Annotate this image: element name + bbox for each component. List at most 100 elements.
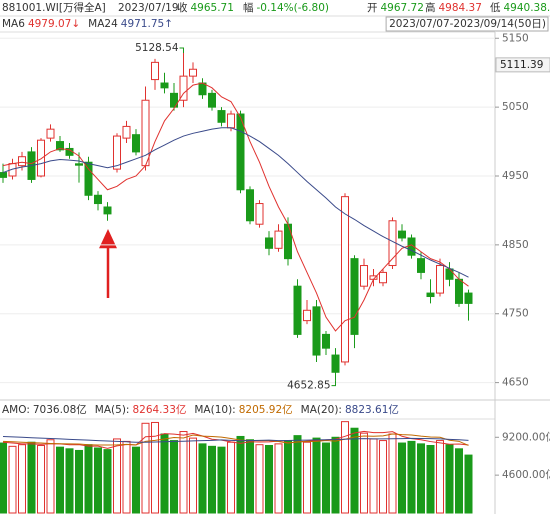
legend-name: MA(20): <box>301 404 342 416</box>
candle-body <box>445 268 454 280</box>
candle-body <box>464 292 473 304</box>
candle-body <box>331 354 340 373</box>
volume-bar <box>56 446 64 514</box>
candle-body <box>75 163 83 166</box>
candle-body <box>426 292 435 298</box>
volume-bar <box>426 445 435 514</box>
candle-body <box>265 237 273 249</box>
volume-bar <box>246 439 254 514</box>
candle-body <box>56 141 64 151</box>
volume-bar <box>160 433 169 514</box>
volume-bar <box>208 445 216 514</box>
header-value: 4967.72 <box>381 2 424 14</box>
header-label: 高 <box>425 1 436 14</box>
y-tick-label: 4850 <box>502 239 529 251</box>
volume-bar <box>284 440 292 514</box>
volume-bar <box>132 446 140 514</box>
legend-name: MA24 <box>88 18 118 30</box>
candle-body <box>170 92 178 108</box>
legend-value: 4979.07↓ <box>28 18 80 30</box>
volume-bar <box>293 435 302 514</box>
header-value: -0.14%(-6.80) <box>257 2 330 14</box>
candle-body <box>417 258 425 273</box>
candle-body <box>379 271 387 284</box>
candle-body <box>455 278 463 304</box>
candle-body <box>208 92 216 108</box>
ma-line <box>2 127 469 278</box>
volume-bar <box>455 448 463 514</box>
volume-bar <box>8 445 17 514</box>
y-tick-label: 5050 <box>502 101 529 113</box>
marker-line <box>179 47 184 54</box>
volume-bar <box>407 440 416 514</box>
volume-bar <box>360 432 368 514</box>
header-label: 开 <box>367 2 378 14</box>
volume-bar <box>18 444 26 514</box>
legend-value: 4971.75↑ <box>121 18 173 30</box>
volume-bar <box>350 427 359 514</box>
volume-bar <box>227 441 235 514</box>
candle-body <box>37 139 45 177</box>
candle-body <box>227 113 235 129</box>
candle-body <box>179 75 188 101</box>
candle-body <box>255 203 264 225</box>
legend-value: 8205.92亿 <box>239 403 293 416</box>
volume-bar <box>445 444 454 514</box>
candle-body <box>94 194 102 205</box>
y-tick-label: 4750 <box>502 308 529 320</box>
volume-bar <box>398 442 406 514</box>
candle-body <box>189 68 197 77</box>
date-range: 2023/07/07-2023/09/14(50日) <box>389 18 546 30</box>
candle-body <box>312 306 321 356</box>
candle-body <box>103 206 112 215</box>
volume-bar <box>303 441 311 514</box>
ma-line <box>2 82 469 332</box>
volume-bar <box>65 448 74 514</box>
y-tick-label: 4950 <box>502 170 529 182</box>
header-label: 低 <box>490 1 501 14</box>
candle-body <box>398 230 406 239</box>
candle-body <box>350 258 359 335</box>
candle-body <box>160 82 169 89</box>
ma-line <box>2 433 469 446</box>
volume-bar <box>27 441 36 514</box>
y-tick-label: 5150 <box>502 32 529 44</box>
legend-name: MA6 <box>2 18 25 30</box>
volume-bar <box>369 438 378 514</box>
candle-body <box>293 285 302 335</box>
header-value: 4940.38... <box>504 2 550 14</box>
volume-bar <box>436 440 444 514</box>
date: 2023/07/19 <box>118 2 179 14</box>
candle-body <box>0 172 7 178</box>
volume-bar <box>274 443 283 514</box>
volume-bar <box>341 421 349 514</box>
volume-bar <box>464 454 473 514</box>
volume-bar <box>141 422 150 514</box>
volume-bar <box>255 444 264 514</box>
candle-body <box>217 110 226 123</box>
volume-bar <box>75 449 83 514</box>
candle-body <box>274 230 283 249</box>
volume-bar <box>170 440 178 514</box>
code: 881001.WI[万得全A] <box>2 1 106 14</box>
header-value: 4984.37 <box>439 2 482 14</box>
candle-body <box>246 189 254 222</box>
legend-name: MA(10): <box>194 404 235 416</box>
legend-name: MA(5): <box>95 404 130 416</box>
ma-line <box>2 435 469 443</box>
volume-bar <box>46 439 55 514</box>
header-label: 收 <box>177 1 188 14</box>
header-label: 幅 <box>243 1 254 14</box>
cursor-price: 5111.39 <box>500 59 543 71</box>
candle-body <box>132 134 140 153</box>
volume-bar <box>189 437 197 514</box>
volume-bar <box>388 433 397 514</box>
low-marker: 4652.85 <box>287 380 330 392</box>
volume-bar <box>217 446 226 514</box>
date-range-box <box>385 16 549 32</box>
candle-body <box>151 61 159 81</box>
volume-bar <box>179 431 188 514</box>
